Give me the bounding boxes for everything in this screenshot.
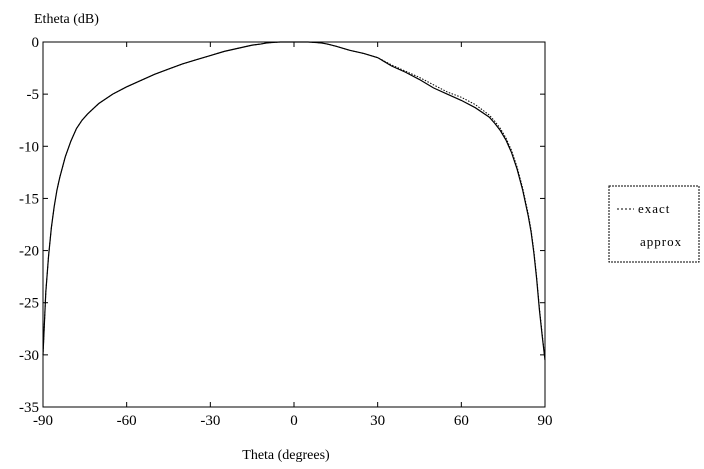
legend-box xyxy=(608,185,700,263)
x-tick-label: -30 xyxy=(200,413,220,429)
x-tick-label: 30 xyxy=(370,413,385,429)
x-tick-label: 0 xyxy=(290,413,298,429)
y-axis-title: Etheta (dB) xyxy=(34,12,99,27)
plot-frame xyxy=(42,41,546,408)
legend: exact approx xyxy=(608,185,700,263)
x-tick-label: -90 xyxy=(33,413,53,429)
y-tick-label: -15 xyxy=(19,191,39,207)
y-tick-label: -5 xyxy=(27,87,40,103)
legend-label-approx: approx xyxy=(640,234,682,249)
series-line-approx xyxy=(42,41,546,361)
y-tick-label: -30 xyxy=(19,348,39,364)
x-tick-label: 90 xyxy=(538,413,553,429)
labels-layer: Etheta (dB) Theta (degrees) xyxy=(34,12,330,463)
series-line-exact xyxy=(42,41,546,361)
legend-label-exact: exact xyxy=(638,201,670,216)
series-layer xyxy=(42,41,546,361)
x-tick-label: -60 xyxy=(117,413,137,429)
x-axis-title: Theta (degrees) xyxy=(242,448,330,463)
y-tick-label: -35 xyxy=(19,400,39,416)
axes: 0 -5 -10 -15 -20 -25 -30 -35-90 -60 -30 0 30 60 90 xyxy=(19,35,553,429)
y-tick-label: 0 xyxy=(32,35,40,51)
y-tick-label: -25 xyxy=(19,296,39,312)
y-tick-label: -20 xyxy=(19,244,39,260)
x-tick-label: 60 xyxy=(454,413,469,429)
y-tick-label: -10 xyxy=(19,139,39,155)
